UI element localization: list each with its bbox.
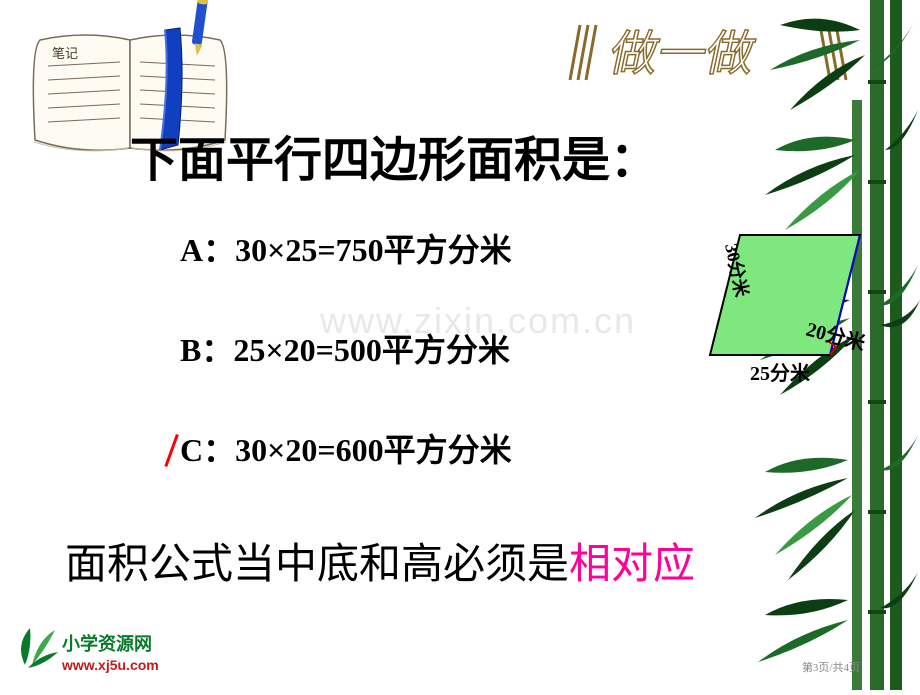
option-c: C：30×20=600平方分米 xyxy=(180,425,512,471)
site-logo: 小学资源网 www.xj5u.com xyxy=(10,620,180,680)
logo-main: 小学资源网 xyxy=(62,633,152,654)
option-c-rest: ：30×20=600平方分米 xyxy=(203,432,511,468)
svg-text:笔记: 笔记 xyxy=(52,46,78,61)
conclusion-prefix: 面积公式当中底和高必须是 xyxy=(65,540,569,587)
option-b: B：25×20=500平方分米 xyxy=(180,325,510,371)
page-number: 第3页/共4页 xyxy=(802,659,860,675)
conclusion-text: 面积公式当中底和高必须是相对应 xyxy=(65,530,695,591)
top-decorative-title: 做一做 xyxy=(560,10,860,90)
conclusion-highlight: 相对应 xyxy=(569,540,695,587)
top-art-text: 做一做 xyxy=(605,28,760,80)
option-c-letter: C xyxy=(180,432,203,469)
option-a: A：30×25=750平方分米 xyxy=(180,225,512,271)
logo-url: www.xj5u.com xyxy=(61,657,159,673)
parallelogram-figure: 30分米 20分米 25分米 xyxy=(700,225,880,405)
label-base: 25分米 xyxy=(750,362,811,385)
question-title: 下面平行四边形面积是： xyxy=(130,120,658,190)
